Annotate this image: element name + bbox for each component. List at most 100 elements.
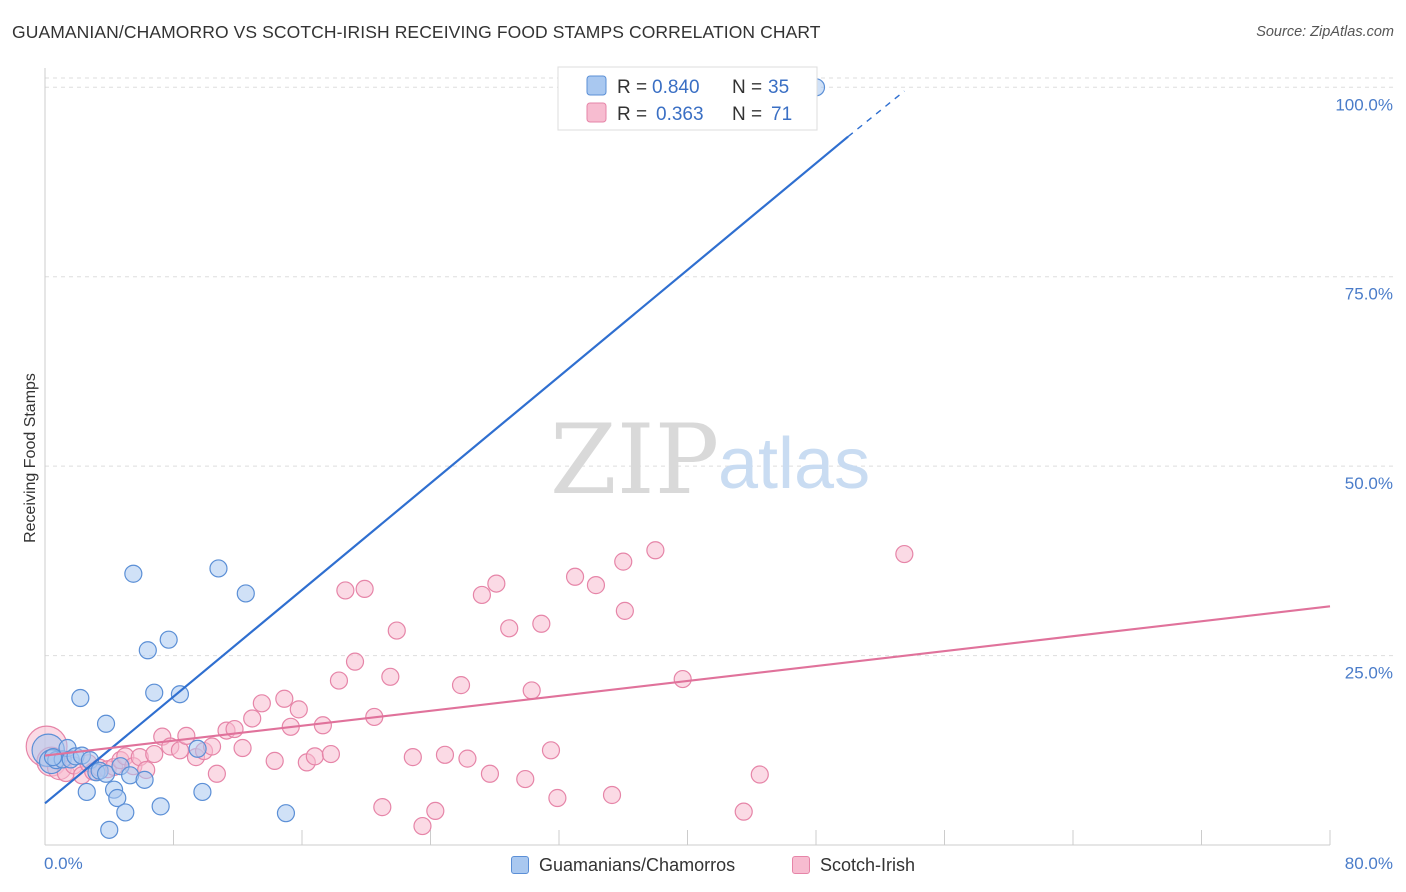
trend-line-pink xyxy=(44,605,1331,757)
data-point-scotch-irish[interactable] xyxy=(207,764,226,783)
legend-r-label-1: R = xyxy=(617,77,647,98)
y-tick-label: 25.0% xyxy=(1345,664,1393,683)
data-point-scotch-irish[interactable] xyxy=(381,667,400,686)
data-point-scotch-irish[interactable] xyxy=(426,801,445,821)
data-point-guamanian[interactable] xyxy=(100,820,119,839)
data-point-scotch-irish[interactable] xyxy=(387,621,406,640)
trend-lines xyxy=(44,90,1331,805)
data-point-scotch-irish[interactable] xyxy=(313,716,332,735)
data-point-scotch-irish[interactable] xyxy=(336,581,355,600)
data-point-scotch-irish[interactable] xyxy=(480,764,500,783)
source-label: Source: ZipAtlas.com xyxy=(1256,24,1394,40)
data-point-scotch-irish[interactable] xyxy=(734,802,753,821)
data-point-scotch-irish[interactable] xyxy=(145,744,164,764)
data-point-scotch-irish[interactable] xyxy=(548,788,567,808)
data-point-scotch-irish[interactable] xyxy=(233,738,252,758)
data-point-scotch-irish[interactable] xyxy=(275,689,294,708)
data-point-guamanian[interactable] xyxy=(159,630,178,649)
axes-layer xyxy=(44,68,1330,846)
data-point-scotch-irish[interactable] xyxy=(487,574,506,593)
data-point-scotch-irish[interactable] xyxy=(289,700,308,719)
data-point-scotch-irish[interactable] xyxy=(355,579,374,599)
data-point-scotch-irish[interactable] xyxy=(403,748,422,767)
data-point-scotch-irish[interactable] xyxy=(750,765,769,784)
data-point-guamanian[interactable] xyxy=(151,797,170,816)
data-point-scotch-irish[interactable] xyxy=(646,541,665,560)
data-point-scotch-irish[interactable] xyxy=(522,681,541,700)
legend-swatch-blue xyxy=(511,856,529,874)
watermark: ZIP atlas xyxy=(550,404,870,516)
data-point-scotch-irish[interactable] xyxy=(265,751,284,770)
data-point-guamanian[interactable] xyxy=(108,788,127,808)
series-legend: Guamanians/Chamorros Scotch-Irish xyxy=(0,852,1406,878)
data-point-scotch-irish[interactable] xyxy=(413,816,432,836)
legend-r-value-1: 0.840 xyxy=(652,77,700,98)
data-point-scotch-irish[interactable] xyxy=(451,676,471,695)
data-point-scotch-irish[interactable] xyxy=(243,709,262,728)
legend-swatch-guamanian xyxy=(586,75,607,96)
data-point-scotch-irish[interactable] xyxy=(602,785,622,805)
legend-label-guamanian: Guamanians/Chamorros xyxy=(539,854,736,875)
y-tick-label: 100.0% xyxy=(1335,95,1393,114)
legend-r-value-2: 0.363 xyxy=(656,104,704,125)
data-point-scotch-irish[interactable] xyxy=(532,614,551,633)
legend-item-scotch-irish[interactable]: Scotch-Irish xyxy=(792,852,915,878)
data-point-scotch-irish[interactable] xyxy=(458,749,477,768)
data-point-guamanian[interactable] xyxy=(145,683,164,702)
data-point-guamanian[interactable] xyxy=(276,804,296,823)
data-point-guamanian[interactable] xyxy=(116,803,135,822)
stats-legend: R = 0.840 N = 35 R = 0.363 N = 71 xyxy=(557,66,818,131)
x-tick-label-min: 0.0% xyxy=(44,854,83,873)
legend-n-label-1: N = xyxy=(732,77,762,98)
y-axis-label: Receiving Food Stamps xyxy=(22,373,39,543)
data-point-guamanian[interactable] xyxy=(135,770,154,789)
data-point-scotch-irish[interactable] xyxy=(252,694,271,713)
data-point-scotch-irish[interactable] xyxy=(541,741,561,760)
data-point-scotch-irish[interactable] xyxy=(586,576,606,595)
data-point-scotch-irish[interactable] xyxy=(895,544,914,564)
data-point-guamanian[interactable] xyxy=(170,685,190,704)
legend-label-scotch-irish: Scotch-Irish xyxy=(820,854,916,875)
data-point-guamanian[interactable] xyxy=(71,688,90,708)
data-point-guamanian[interactable] xyxy=(96,714,116,733)
data-point-scotch-irish[interactable] xyxy=(472,585,491,605)
data-point-scotch-irish[interactable] xyxy=(329,671,349,690)
data-point-scotch-irish[interactable] xyxy=(321,744,341,764)
data-point-scotch-irish[interactable] xyxy=(435,745,455,764)
data-point-scotch-irish[interactable] xyxy=(565,567,585,586)
data-point-scotch-irish[interactable] xyxy=(373,798,392,817)
x-tick-label-max: 80.0% xyxy=(1345,854,1393,873)
data-point-guamanian[interactable] xyxy=(193,782,212,802)
y-tick-label: 50.0% xyxy=(1345,474,1393,493)
data-point-guamanian[interactable] xyxy=(188,739,207,758)
data-point-scotch-irish[interactable] xyxy=(673,669,692,689)
data-point-scotch-irish[interactable] xyxy=(345,652,365,671)
data-point-guamanian[interactable] xyxy=(96,764,116,783)
data-point-guamanian[interactable] xyxy=(209,559,228,578)
data-point-scotch-irish[interactable] xyxy=(614,552,633,571)
data-point-scotch-irish[interactable] xyxy=(615,601,634,620)
data-point-guamanian[interactable] xyxy=(43,748,63,767)
legend-swatch-scotch-irish xyxy=(586,102,607,123)
data-point-scotch-irish[interactable] xyxy=(500,619,519,638)
chart-title: GUAMANIAN/CHAMORRO VS SCOTCH-IRISH RECEI… xyxy=(12,22,821,42)
data-point-guamanian[interactable] xyxy=(124,564,143,583)
y-tick-label: 75.0% xyxy=(1345,285,1393,304)
watermark-atlas: atlas xyxy=(718,424,870,504)
data-point-guamanian[interactable] xyxy=(138,641,157,660)
watermark-zip: ZIP xyxy=(550,404,719,516)
trend-line-blue xyxy=(44,135,849,805)
legend-item-guamanian[interactable]: Guamanians/Chamorros xyxy=(511,852,735,878)
legend-r-label-2: R = xyxy=(617,104,647,125)
trend-line-extension-blue xyxy=(847,90,905,138)
legend-swatch-pink xyxy=(792,856,810,874)
data-point-scotch-irish[interactable] xyxy=(516,769,535,789)
data-point-guamanian[interactable] xyxy=(77,782,96,802)
data-point-guamanian[interactable] xyxy=(236,584,255,603)
legend-n-value-1: 35 xyxy=(768,77,789,98)
y-tick-labels: 25.0% 50.0% 75.0% 100.0% xyxy=(1335,95,1393,682)
data-point-scotch-irish[interactable] xyxy=(305,747,324,766)
legend-n-label-2: N = xyxy=(732,104,762,125)
legend-n-value-2: 71 xyxy=(771,104,792,125)
